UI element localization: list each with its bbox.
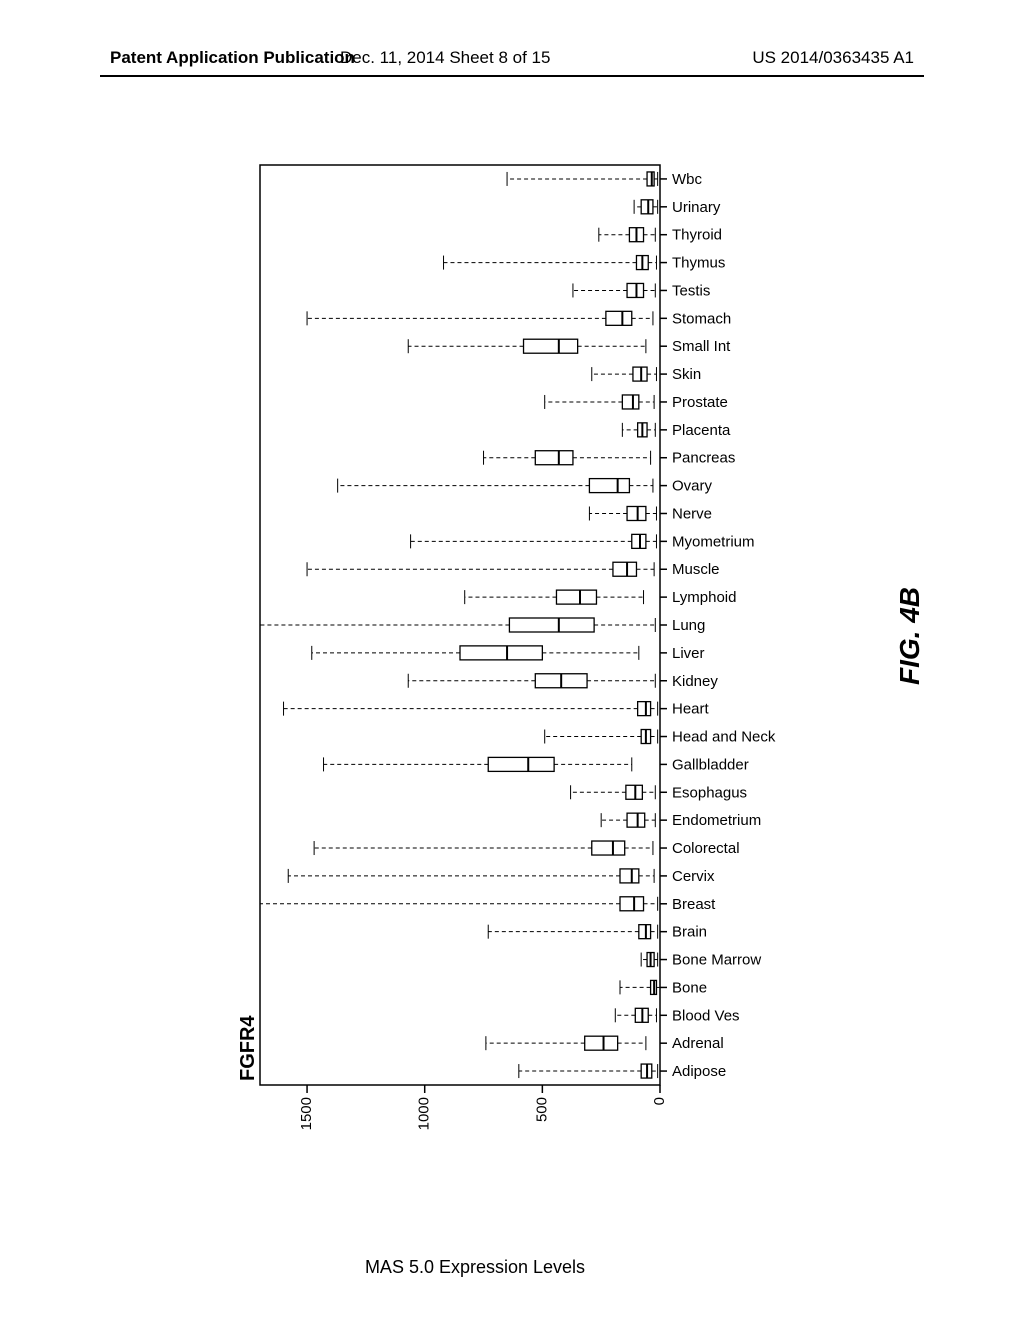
category-label: Liver	[672, 645, 705, 662]
box	[460, 646, 542, 660]
category-label: Thyroid	[672, 227, 722, 244]
category-label: Wbc	[672, 171, 703, 188]
box	[488, 757, 554, 771]
category-label: Stomach	[672, 310, 731, 327]
box	[627, 813, 645, 827]
box	[606, 311, 632, 325]
header-right: US 2014/0363435 A1	[752, 48, 914, 68]
chart-svg: 0 500 1000 1500 Wbc Urinary Thyroid Thymus Testi…	[240, 150, 790, 1140]
box	[556, 590, 596, 604]
category-label: Endometrium	[672, 812, 761, 829]
value-tick-label: 1000	[416, 1097, 433, 1130]
page: Patent Application Publication Dec. 11, …	[0, 0, 1024, 1320]
value-tick-label: 0	[651, 1097, 668, 1105]
category-label: Adipose	[672, 1063, 726, 1080]
box	[524, 339, 578, 353]
category-label: Small Int	[672, 338, 731, 355]
category-label: Bone	[672, 979, 707, 996]
box	[535, 451, 573, 465]
x-axis-label: MAS 5.0 Expression Levels	[250, 1257, 700, 1278]
box	[633, 367, 647, 381]
box	[589, 479, 629, 493]
box	[585, 1036, 618, 1050]
box	[632, 534, 646, 548]
category-label: Skin	[672, 366, 701, 383]
category-label: Heart	[672, 701, 710, 718]
value-tick-label: 500	[533, 1097, 550, 1122]
box	[638, 702, 651, 716]
category-label: Gallbladder	[672, 756, 749, 773]
category-label: Head and Neck	[672, 729, 776, 746]
box	[613, 562, 637, 576]
category-label: Kidney	[672, 673, 718, 690]
category-label: Brain	[672, 924, 707, 941]
category-label: Urinary	[672, 199, 721, 216]
category-label: Thymus	[672, 255, 725, 272]
category-label: Blood Ves	[672, 1007, 740, 1024]
figure-label: FIG. 4B	[894, 587, 926, 685]
category-label: Testis	[672, 282, 710, 299]
category-label: Pancreas	[672, 450, 735, 467]
category-label: Bone Marrow	[672, 952, 761, 969]
category-label: Adrenal	[672, 1035, 724, 1052]
box	[627, 283, 643, 297]
box	[620, 897, 644, 911]
box	[626, 785, 642, 799]
box	[641, 200, 653, 214]
header-left: Patent Application Publication	[110, 48, 355, 68]
box	[509, 618, 594, 632]
category-label: Prostate	[672, 394, 728, 411]
category-label: Lung	[672, 617, 705, 634]
box	[627, 506, 646, 520]
header-rule	[100, 75, 924, 77]
category-label: Breast	[672, 896, 716, 913]
value-tick-label: 1500	[298, 1097, 315, 1130]
box	[592, 841, 625, 855]
box	[639, 925, 651, 939]
category-label: Cervix	[672, 868, 715, 885]
category-label: Lymphoid	[672, 589, 736, 606]
chart-title: FGFR4	[240, 1015, 259, 1081]
category-label: Myometrium	[672, 533, 755, 550]
box	[622, 395, 638, 409]
category-label: Muscle	[672, 561, 720, 578]
category-label: Placenta	[672, 422, 731, 439]
category-label: Esophagus	[672, 784, 747, 801]
category-label: Ovary	[672, 478, 713, 495]
box	[647, 172, 654, 186]
category-label: Colorectal	[672, 840, 740, 857]
box	[620, 869, 639, 883]
category-label: Nerve	[672, 505, 712, 522]
boxplot-chart: 0 500 1000 1500 Wbc Urinary Thyroid Thymus Testi…	[240, 150, 790, 1140]
header-mid: Dec. 11, 2014 Sheet 8 of 15	[340, 48, 550, 68]
